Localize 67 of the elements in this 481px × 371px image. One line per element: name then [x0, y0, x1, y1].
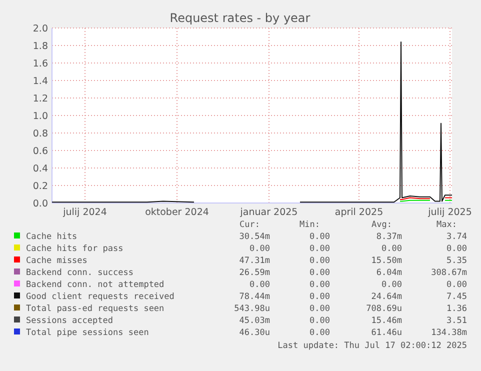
legend-label: Total pass-ed requests seen: [26, 304, 164, 314]
y-tick-label: 0.2: [32, 181, 48, 192]
x-tick-label: januar 2025: [239, 207, 298, 218]
y-tick-label: 1.2: [32, 94, 48, 104]
text: 61.46u: [371, 328, 402, 338]
text: 3.51: [446, 316, 467, 326]
text: 6.04m: [376, 268, 402, 278]
y-tick-label: 1.0: [32, 111, 48, 122]
chart-title: Request rates - by year: [170, 11, 310, 25]
text: 3.74: [446, 232, 467, 242]
text: 46.30u: [239, 328, 270, 338]
text: 0.00: [250, 244, 270, 254]
x-tick-label: april 2025: [334, 207, 384, 218]
text: 5.35: [446, 256, 467, 266]
text: 0.00: [310, 256, 330, 266]
text: 0.00: [310, 280, 330, 290]
text: Last update: Thu Jul 17 02:00:12 2025: [278, 341, 467, 351]
text: 0.00: [310, 328, 330, 338]
text: Max:: [436, 220, 457, 230]
text: 708.69u: [366, 304, 402, 314]
y-tick-label: 1.4: [32, 76, 48, 87]
y-tick-label: 0.0: [32, 198, 48, 210]
legend-label: Cache misses: [26, 256, 88, 266]
text: 134.38m: [431, 328, 467, 338]
text: 0.00: [382, 280, 402, 290]
legend-label: Backend conn. not attempted: [26, 280, 164, 290]
y-tick-label: 0.6: [32, 146, 48, 157]
text: 15.50m: [371, 256, 402, 266]
text: 0.00: [446, 244, 467, 254]
legend-label: Backend conn. success: [26, 268, 134, 278]
x-tick-label: julij 2024: [62, 207, 107, 218]
text: 7.45: [446, 292, 467, 302]
x-tick-label: oktober 2024: [145, 207, 209, 218]
text: 30.54m: [239, 232, 270, 242]
text: 0.00: [310, 316, 330, 326]
text: 24.64m: [371, 292, 402, 302]
text: 0.00: [310, 244, 330, 254]
text: 308.67m: [431, 268, 467, 278]
legend-label: Good client requests received: [26, 292, 174, 302]
text: 0.00: [250, 280, 270, 290]
legend-label: Cache hits for pass: [26, 244, 124, 254]
text: 15.46m: [371, 316, 402, 326]
text: 47.31m: [239, 256, 270, 266]
text: Min:: [300, 220, 320, 230]
legend-label: Cache hits: [26, 232, 78, 242]
y-tick-label: 1.8: [32, 41, 48, 52]
text: Avg:: [372, 220, 392, 230]
text: 78.44m: [239, 292, 270, 302]
y-tick-label: 2.0: [32, 24, 48, 34]
x-tick-label: julij 2025: [427, 207, 472, 218]
text: 0.00: [310, 292, 330, 302]
text: Cur:: [240, 220, 260, 230]
text: 1.36: [446, 304, 467, 314]
y-tick-label: 0.4: [32, 164, 48, 174]
text: 543.98u: [234, 304, 270, 314]
text: 0.00: [310, 232, 330, 242]
text: 0.00: [310, 268, 330, 278]
text: 45.03m: [239, 316, 270, 326]
y-tick-label: 1.6: [32, 58, 48, 70]
text: 0.00: [382, 244, 402, 254]
y-tick-label: 0.8: [32, 128, 48, 140]
text: 8.37m: [376, 232, 402, 242]
text: 26.59m: [239, 268, 270, 278]
legend-label: Sessions accepted: [26, 316, 113, 326]
text: 0.00: [446, 280, 467, 290]
text: 0.00: [310, 304, 330, 314]
legend-label: Total pipe sessions seen: [26, 328, 149, 338]
